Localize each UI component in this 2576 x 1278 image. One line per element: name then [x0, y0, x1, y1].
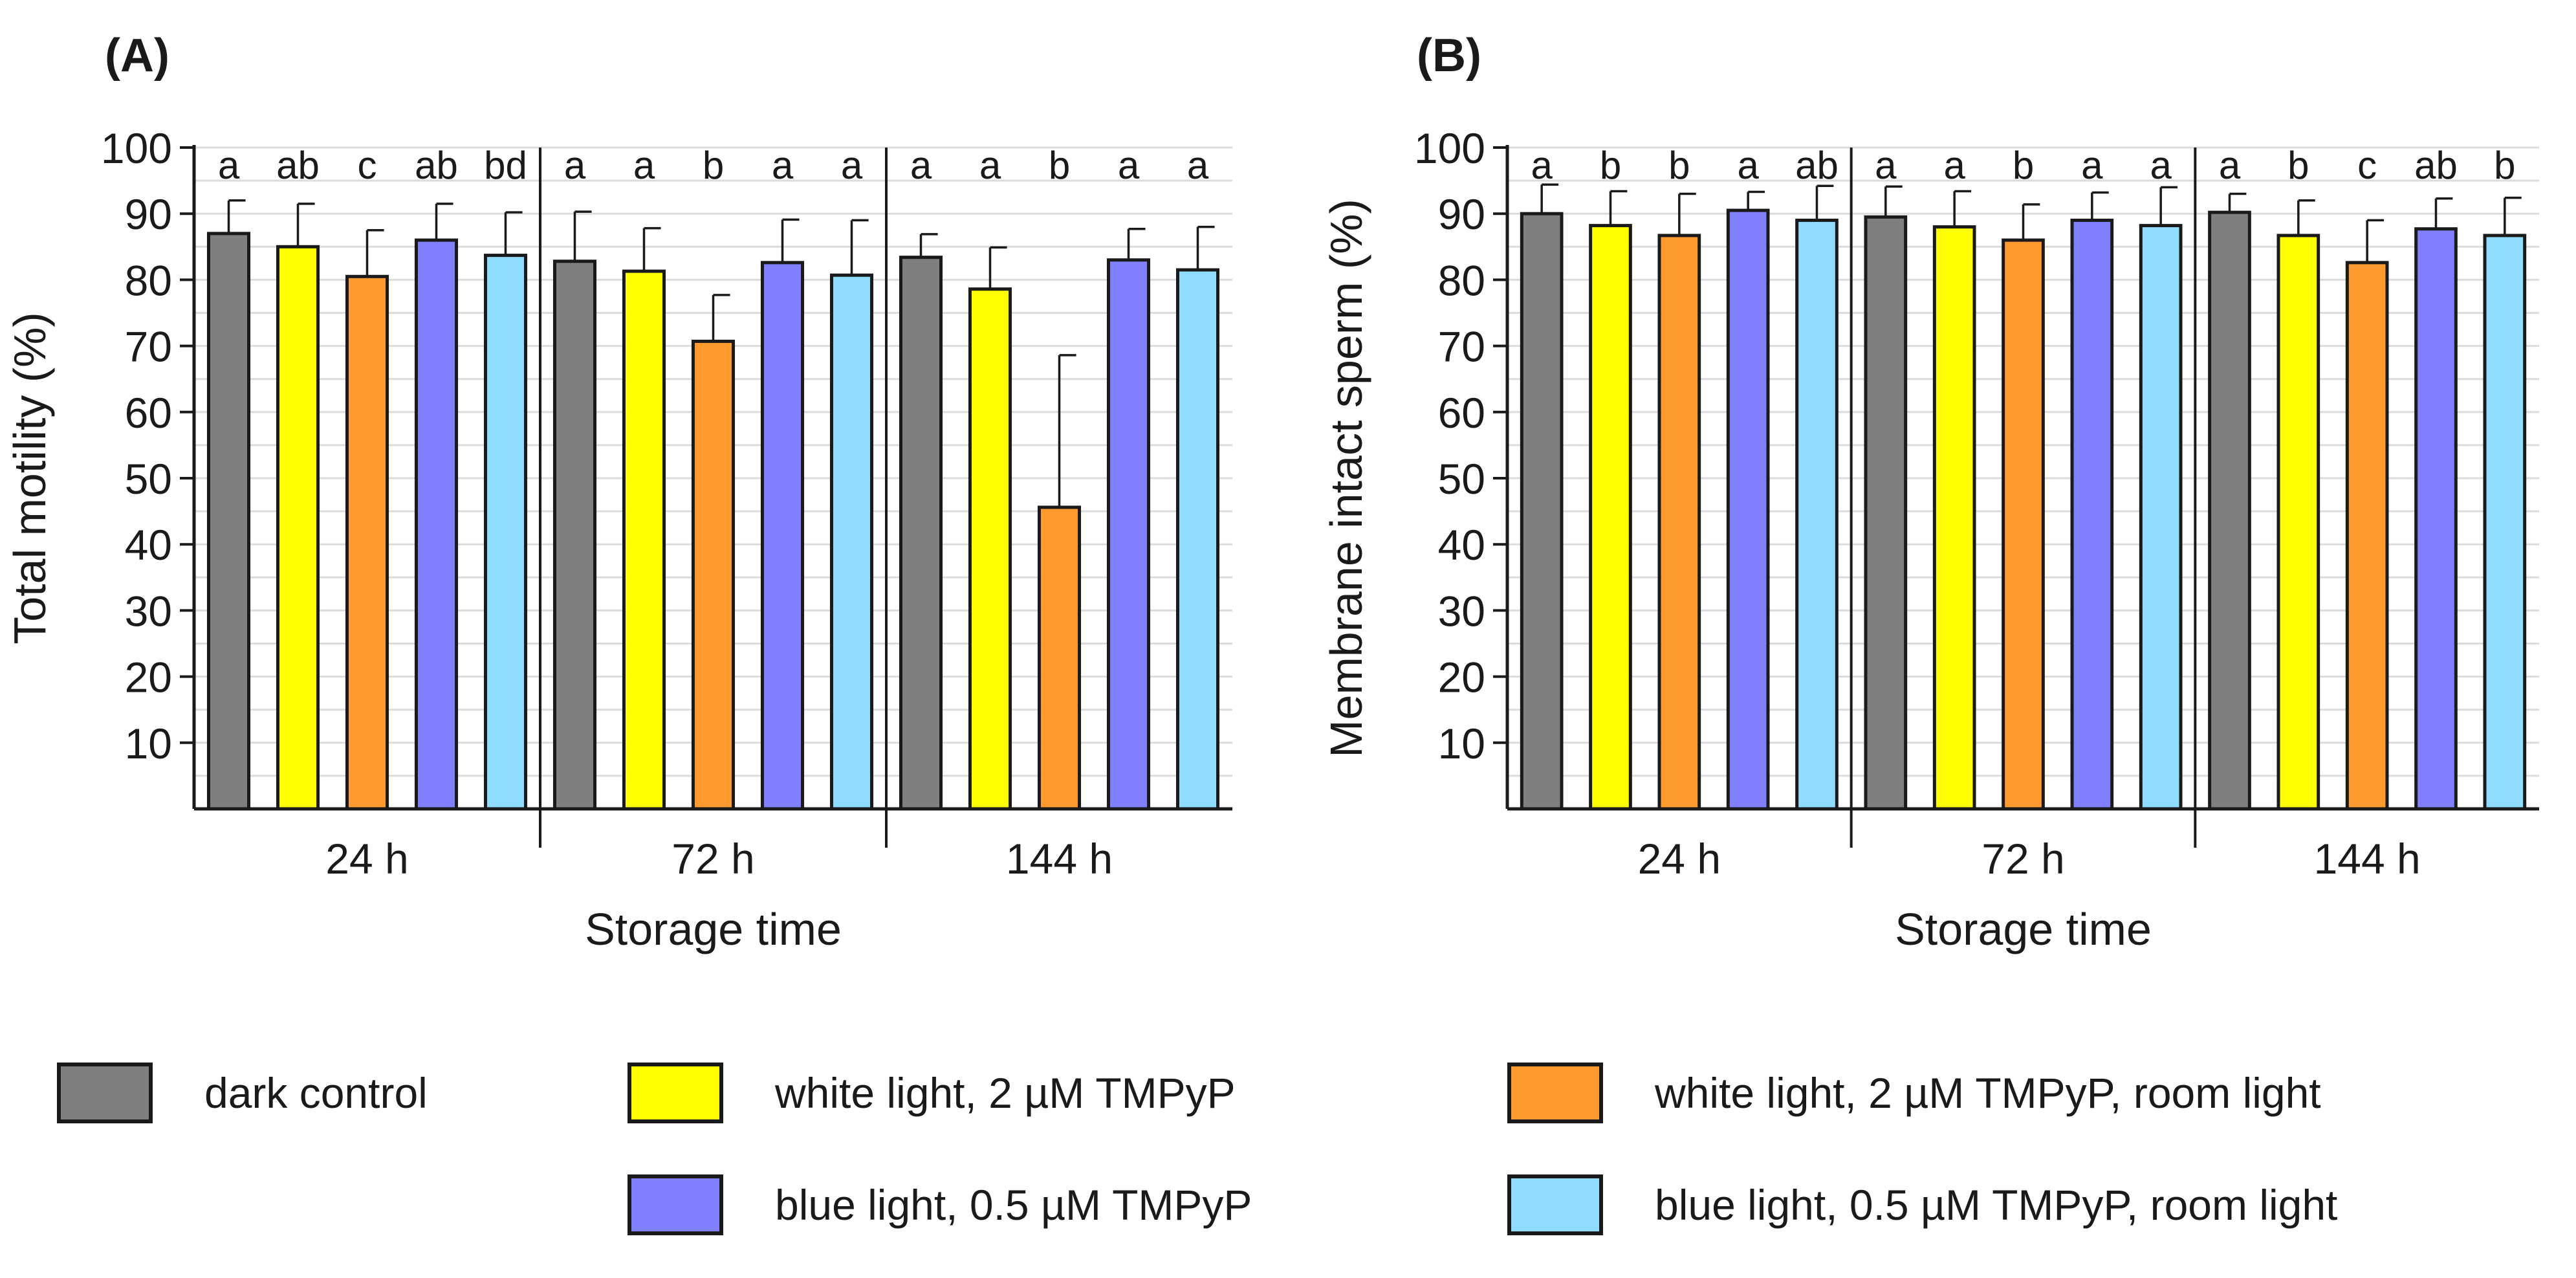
significance-letter: a [841, 144, 863, 187]
bar [552, 259, 597, 811]
bar [206, 232, 251, 811]
x-tick-label: 24 h [1638, 835, 1721, 883]
bar [2139, 224, 2183, 811]
bar [414, 238, 459, 811]
y-tick-label: 80 [1438, 256, 1485, 304]
significance-letter: a [1118, 144, 1140, 187]
bar [2208, 210, 2251, 811]
y-tick-label: 100 [1414, 124, 1485, 172]
bar [1589, 224, 1632, 811]
bar [622, 269, 666, 811]
bar [2002, 238, 2045, 811]
x-tick-label: 144 h [1006, 835, 1113, 883]
significance-letter: a [2150, 144, 2172, 187]
x-tick-label: 144 h [2314, 835, 2421, 883]
bar [2276, 234, 2320, 811]
y-axis-title: Membrane intact sperm (%) [1321, 199, 1371, 758]
panel-label: (A) [105, 30, 169, 82]
bar [1932, 225, 1976, 811]
y-tick-label: 40 [1438, 521, 1485, 569]
y-tick-label: 40 [125, 521, 172, 569]
significance-letter: b [2494, 144, 2515, 187]
significance-letter: bd [484, 144, 527, 187]
y-tick-label: 60 [1438, 389, 1485, 437]
significance-letter: a [2219, 144, 2241, 187]
y-tick-label: 70 [1438, 323, 1485, 371]
bar [1106, 258, 1151, 811]
bar [760, 261, 805, 811]
significance-letter: a [910, 144, 932, 187]
x-axis-title: Storage time [1895, 904, 2152, 954]
bar [483, 254, 528, 811]
significance-letter: ab [1795, 144, 1839, 187]
y-tick-label: 60 [125, 389, 172, 437]
significance-letter: b [1668, 144, 1690, 187]
bar [1037, 505, 1082, 811]
x-tick-label: 24 h [325, 835, 408, 883]
significance-letter: a [1875, 144, 1897, 187]
y-tick-label: 90 [125, 190, 172, 238]
significance-letter: a [979, 144, 1001, 187]
significance-letter: b [1600, 144, 1621, 187]
significance-letter: b [2013, 144, 2034, 187]
significance-letter: a [2081, 144, 2103, 187]
y-tick-label: 50 [125, 455, 172, 503]
bar [1657, 234, 1701, 811]
y-tick-label: 10 [125, 720, 172, 767]
bar [2345, 261, 2389, 811]
bar [1864, 215, 1908, 811]
bar [968, 287, 1012, 811]
x-tick-label: 72 h [671, 835, 754, 883]
significance-letter: b [2287, 144, 2309, 187]
bar [2070, 218, 2114, 811]
bar [1520, 212, 1564, 811]
significance-letter: b [703, 144, 724, 187]
significance-letter: a [633, 144, 655, 187]
significance-letter: c [2357, 144, 2377, 187]
bar [829, 273, 874, 811]
y-tick-label: 20 [125, 654, 172, 701]
y-tick-label: 30 [1438, 587, 1485, 635]
y-tick-label: 50 [1438, 455, 1485, 503]
y-tick-label: 10 [1438, 720, 1485, 767]
x-tick-label: 72 h [1981, 835, 2064, 883]
bar [2483, 234, 2527, 811]
significance-letter: a [1737, 144, 1759, 187]
bar [1726, 208, 1770, 811]
y-tick-label: 80 [125, 256, 172, 304]
y-tick-label: 30 [125, 587, 172, 635]
significance-letter: a [1943, 144, 1965, 187]
significance-letter: ab [2414, 144, 2458, 187]
significance-letter: a [1531, 144, 1553, 187]
bar [345, 274, 389, 811]
y-tick-label: 90 [1438, 190, 1485, 238]
significance-letter: ab [415, 144, 458, 187]
bar [691, 339, 736, 811]
x-axis-title: Storage time [585, 904, 842, 954]
bar [2414, 227, 2458, 811]
significance-letter: a [218, 144, 240, 187]
y-tick-label: 70 [125, 323, 172, 371]
significance-letter: c [358, 144, 377, 187]
significance-letter: b [1049, 144, 1070, 187]
bar [276, 245, 320, 811]
y-tick-label: 20 [1438, 654, 1485, 701]
significance-letter: ab [276, 144, 320, 187]
y-axis-title: Total motility (%) [5, 312, 55, 644]
significance-letter: a [772, 144, 794, 187]
bar [1795, 218, 1839, 811]
y-tick-label: 100 [101, 124, 172, 172]
significance-letter: a [1187, 144, 1209, 187]
bar [1175, 268, 1220, 811]
panel-label: (B) [1417, 30, 1481, 82]
significance-letter: a [564, 144, 586, 187]
bar [899, 256, 943, 811]
